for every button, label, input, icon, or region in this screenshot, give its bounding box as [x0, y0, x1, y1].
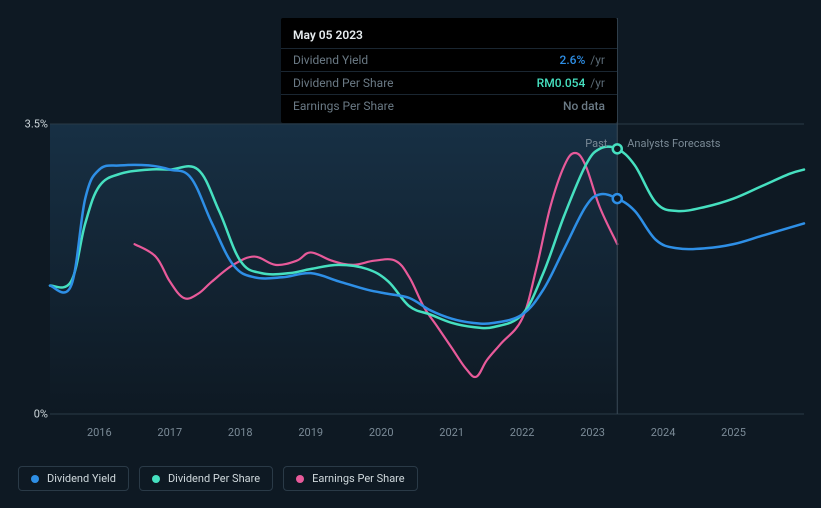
tooltip-row-label: Dividend Per Share — [293, 76, 394, 90]
tooltip-row-label: Dividend Yield — [293, 53, 368, 67]
chart-tooltip: May 05 2023 Dividend Yield2.6% /yrDivide… — [281, 18, 617, 123]
legend-label: Dividend Yield — [47, 472, 116, 485]
legend-item-earnings-per-share[interactable]: Earnings Per Share — [283, 466, 418, 491]
tooltip-date: May 05 2023 — [281, 28, 617, 48]
tooltip-row-value: RM0.054 /yr — [537, 76, 605, 90]
legend-label: Dividend Per Share — [168, 472, 260, 485]
x-axis-tick: 2020 — [369, 426, 394, 439]
tooltip-row: Earnings Per Share No data — [281, 94, 617, 117]
chart-legend: Dividend Yield Dividend Per Share Earnin… — [18, 466, 418, 491]
legend-dot-icon — [152, 475, 160, 483]
legend-label: Earnings Per Share — [312, 472, 405, 485]
tooltip-row: Dividend Per Share RM0.054 /yr — [281, 71, 617, 94]
forecast-region-label: Analysts Forecasts — [627, 137, 720, 150]
tooltip-row: Dividend Yield 2.6% /yr — [281, 48, 617, 71]
marker-dividend_yield — [613, 194, 622, 203]
x-axis-tick: 2017 — [157, 426, 182, 439]
x-axis-tick: 2018 — [228, 426, 253, 439]
past-region-label: Past — [585, 137, 607, 150]
x-axis-tick: 2023 — [580, 426, 605, 439]
legend-item-dividend-per-share[interactable]: Dividend Per Share — [139, 466, 273, 491]
legend-dot-icon — [31, 475, 39, 483]
x-axis-tick: 2019 — [298, 426, 323, 439]
x-axis-tick: 2025 — [721, 426, 746, 439]
tooltip-row-value: No data — [563, 99, 605, 113]
legend-dot-icon — [296, 475, 304, 483]
x-axis-tick: 2024 — [651, 426, 676, 439]
x-axis-tick: 2021 — [439, 426, 464, 439]
legend-item-dividend-yield[interactable]: Dividend Yield — [18, 466, 129, 491]
chart-container: 3.5% 0% 2016 2017 2018 2019 2020 2021 2022 2023… — [0, 0, 821, 508]
x-axis-tick: 2022 — [510, 426, 535, 439]
tooltip-row-label: Earnings Per Share — [293, 99, 394, 113]
tooltip-row-value: 2.6% /yr — [560, 53, 605, 67]
y-axis-label: 0% — [20, 408, 48, 421]
marker-dividend_per_share — [613, 144, 622, 153]
x-axis-tick: 2016 — [87, 426, 112, 439]
y-axis-label: 3.5% — [20, 118, 48, 131]
